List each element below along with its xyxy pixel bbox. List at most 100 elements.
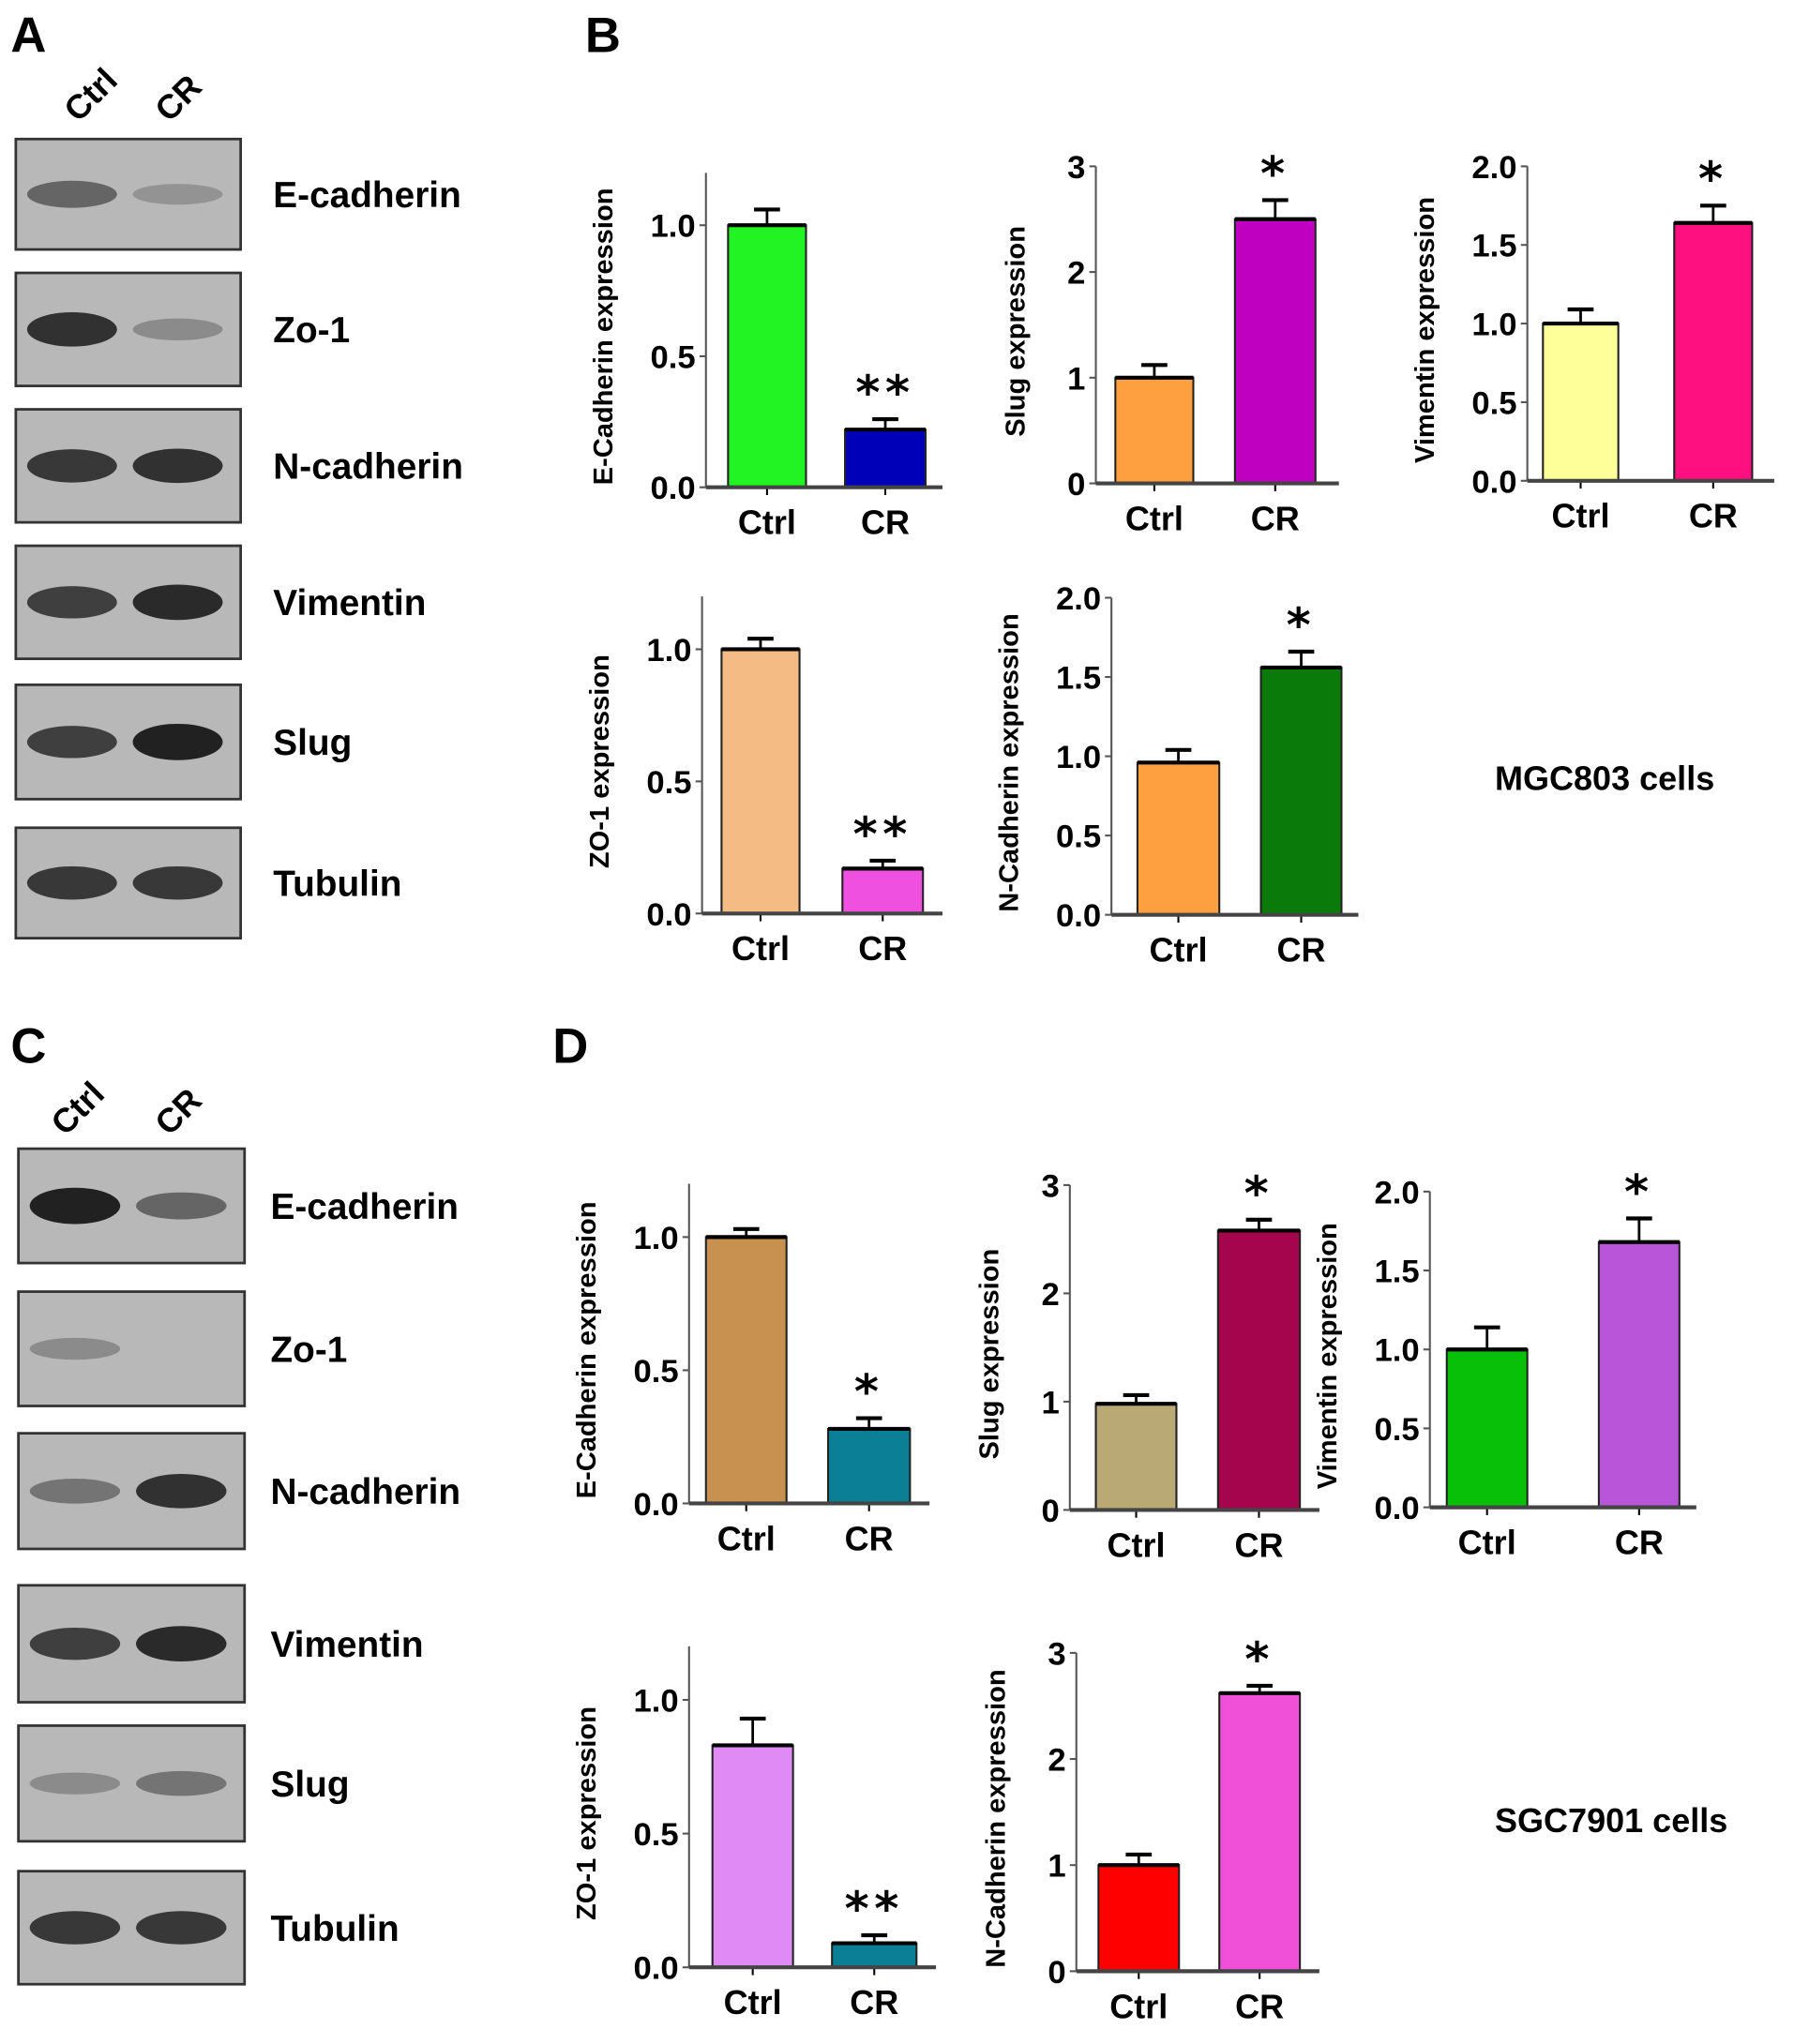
blot-band [29,1627,121,1661]
y-tick-label: 1.0 [646,633,691,669]
category-label: CR [858,929,907,968]
y-tick-label: 0.5 [646,765,691,801]
y-tick-label: 1.5 [1471,229,1516,264]
lane-label: Ctrl [43,1074,112,1142]
blot-band [26,449,117,483]
blot-row: N-cadherin [17,1432,460,1551]
category-label: CR [1235,1987,1284,2025]
panel-label-d: D [552,1019,588,1075]
blot-band [29,1187,121,1225]
bar-cr [1597,1240,1681,1509]
lane-label: Ctrl [56,60,125,128]
significance-marker: * [1244,1166,1274,1221]
y-tick-label: 2 [1048,1743,1065,1779]
bar-chart-5: Ctrl CR * 0.0 0.5 1.0 1.5 2.0 N-Cadherin express… [994,581,1359,969]
blot-band [26,180,117,208]
blot-band [26,865,117,900]
blot-band [132,448,223,484]
category-label: CR [1251,499,1300,537]
y-tick-label: 1 [1067,361,1085,397]
blot-band [26,586,117,619]
bar-cr [831,1942,918,1969]
category-label: Ctrl [1150,931,1208,969]
y-axis-label: Vimentin expression [1410,197,1440,463]
y-tick-label: 1 [1041,1385,1059,1420]
blot-row: E-cadherin [14,137,461,251]
y-tick-label: 2.0 [1056,581,1101,617]
bar-cr [1673,221,1754,482]
category-label: Ctrl [1551,497,1609,535]
blot-band [132,584,223,621]
y-tick-label: 2 [1041,1277,1059,1313]
y-tick-label: 2 [1067,256,1085,292]
y-tick-label: 0 [1041,1494,1059,1529]
blot-row: Vimentin [17,1584,424,1704]
blot-membrane [17,1290,247,1407]
y-tick-label: 1.0 [1374,1333,1419,1369]
significance-marker: * [1287,598,1317,653]
panel-label-a: A [10,8,46,63]
bar-cr [841,867,925,915]
blot-label: Slug [273,723,352,763]
blot-membrane [14,137,243,251]
blot-row: Zo-1 [14,271,350,387]
bar-chart-9: Ctrl CR ** 0.0 0.5 1.0 ZO-1 expression [572,1646,937,2021]
category-label: Ctrl [717,1519,776,1557]
y-tick-label: 0.0 [651,471,696,506]
blot-row: Slug [14,683,352,801]
significance-marker: * [1698,152,1728,206]
category-label: Ctrl [1125,499,1183,537]
y-tick-label: 2.0 [1374,1175,1419,1210]
blot-band [29,1479,121,1504]
bar-chart-4: Ctrl CR ** 0.0 0.5 1.0 ZO-1 expression [585,596,943,968]
bar-cr [844,428,927,488]
y-axis-label: Slug expression [975,1249,1005,1460]
blot-label: Tubulin [271,1909,400,1949]
category-label: CR [850,1983,898,2021]
bar-ctrl [727,224,807,488]
y-tick-label: 0 [1067,467,1085,503]
y-tick-label: 0.0 [646,897,691,933]
blot-label: Vimentin [273,583,426,624]
y-tick-label: 3 [1067,150,1085,186]
blot-membrane [17,1724,247,1843]
category-label: Ctrl [724,1983,782,2021]
blot-band [132,184,223,205]
y-tick-label: 0.0 [1374,1491,1419,1526]
blot-label: Vimentin [271,1625,424,1665]
y-axis-label: E-Cadherin expression [572,1201,602,1498]
y-tick-label: 1.5 [1056,661,1101,697]
blot-band [136,1911,227,1945]
category-label: CR [861,503,910,542]
y-tick-label: 1.5 [1374,1255,1419,1290]
y-tick-label: 0.5 [1374,1412,1419,1448]
significance-marker: * [1260,146,1290,201]
bar-ctrl [720,648,801,915]
blot-row: Zo-1 [17,1290,348,1407]
y-axis-label: ZO-1 expression [585,654,615,868]
category-label: CR [1689,497,1738,535]
lane-label: CR [147,1081,209,1143]
category-label: Ctrl [731,929,790,968]
blot-band [132,318,223,340]
blot-band [132,865,223,900]
bar-cr [1216,1229,1302,1511]
bar-chart-1: Ctrl CR ** 0.0 0.5 1.0 E-Cadherin expression [589,173,943,542]
bar-ctrl [1094,1403,1178,1511]
bar-cr [1218,1691,1302,1973]
bar-ctrl [704,1236,788,1505]
y-tick-label: 1.0 [634,1683,679,1719]
bar-chart-10: Ctrl CR * 0 1 2 3 N-Cadherin expression [982,1632,1319,2025]
y-tick-label: 0.0 [1471,464,1516,500]
y-axis-label: Slug expression [1001,226,1031,437]
blot-band [26,726,117,759]
blot-band [29,1911,121,1945]
blot-row: E-cadherin [17,1147,459,1265]
bar-chart-6: Ctrl CR * 0.0 0.5 1.0 E-Cadherin expression [572,1183,930,1557]
blot-row: Vimentin [14,544,426,661]
cell-label-mgc803: MGC803 cells [1495,759,1714,798]
significance-marker: ** [845,1882,904,1936]
category-label: Ctrl [738,503,796,542]
blot-label: Zo-1 [271,1330,348,1370]
